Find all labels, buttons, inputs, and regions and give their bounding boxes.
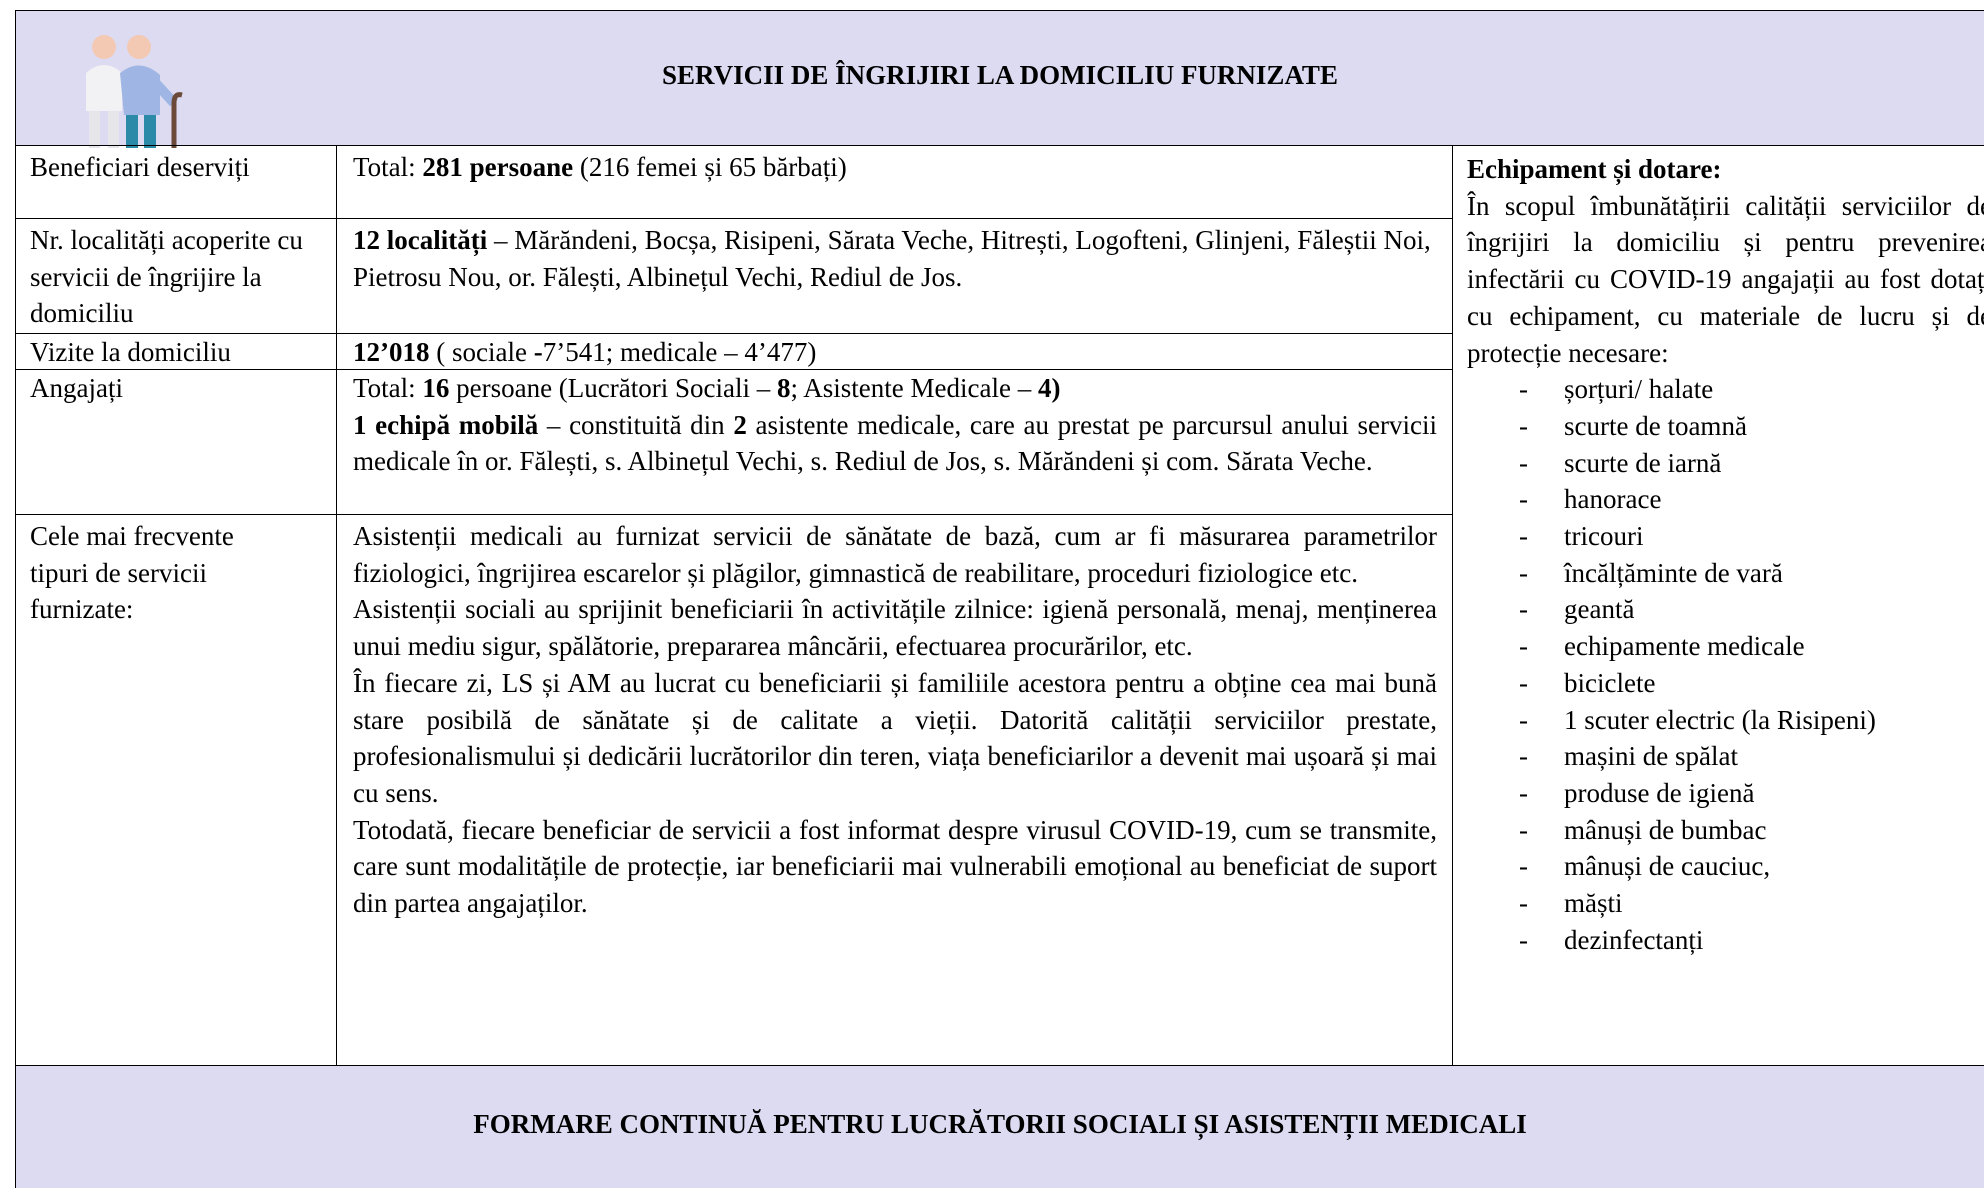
bullet: - [1519, 594, 1528, 625]
bullet: - [1519, 888, 1528, 919]
item-text: șorțuri/ halate [1564, 374, 1714, 405]
text-run: persoane (Lucrători Sociali – [449, 373, 777, 403]
bullet: - [1519, 777, 1528, 808]
paragraph: Asistenții medicali au furnizat servicii… [353, 521, 1437, 588]
bullet: - [1519, 410, 1528, 441]
bullet: - [1519, 484, 1528, 515]
equipment-list: - șorțuri/ halate - scurte de toamnă - scurte… [1467, 371, 1984, 958]
footer-band: FORMARE CONTINUĂ PENTRU LUCRĂTORII SOCIA… [15, 1065, 1984, 1188]
item-text: tricouri [1564, 521, 1644, 552]
text-run: asistente medicale, care au prestat pe p… [353, 409, 1438, 477]
row-content: 12 localități – Mărăndeni, Bocșa, Risipe… [336, 218, 1452, 333]
row-content: Total: 281 persoane (216 femei și 65 băr… [336, 145, 1452, 218]
list-item: - mânuși de cauciuc, [1467, 848, 1984, 885]
bullet: - [1519, 631, 1528, 662]
bullet: - [1519, 814, 1528, 845]
text-run: Total: [353, 373, 423, 403]
paragraph: Totodată, fiecare beneficiar de servicii… [353, 814, 1437, 919]
text-run: – constituită din [538, 409, 734, 440]
item-text: mașini de spălat [1564, 741, 1738, 772]
item-text: produse de igienă [1564, 777, 1755, 808]
row-label: Beneficiari deserviți [15, 145, 336, 218]
item-text: mânuși de bumbac [1564, 814, 1767, 845]
list-item: - încălțăminte de vară [1467, 555, 1984, 592]
item-text: încălțăminte de vară [1564, 557, 1783, 588]
list-item: - mașini de spălat [1467, 738, 1984, 775]
list-item: - echipamente medicale [1467, 628, 1984, 665]
care-icon [86, 35, 183, 148]
bullet: - [1519, 667, 1528, 698]
list-item: - 1 scuter electric (la Risipeni) [1467, 702, 1984, 739]
text-run: 16 [422, 373, 450, 403]
list-item: - geantă [1467, 591, 1984, 628]
text-run: 2 [733, 409, 747, 440]
row-content: 12’018 ( sociale -7’541; medicale – 4’47… [336, 333, 1452, 369]
item-text: echipamente medicale [1564, 631, 1805, 662]
item-text: geantă [1564, 594, 1635, 625]
text-run: 7’541; medicale – 4’477) [542, 337, 817, 367]
item-text: 1 scuter electric (la Risipeni) [1564, 704, 1876, 735]
item-text: hanorace [1564, 484, 1662, 515]
header-title: SERVICII DE ÎNGRIJIRI LA DOMICILIU FURNI… [662, 60, 1338, 90]
list-item: - mânuși de bumbac [1467, 812, 1984, 849]
text-run: 1 echipă mobilă [353, 409, 539, 440]
row-label: Cele mai frecvente tipuri de servicii fu… [15, 514, 336, 1065]
text-run: - [533, 337, 543, 367]
text-run: 12 localități [353, 225, 488, 255]
row-label: Nr. localități acoperite cu servicii de … [15, 218, 336, 333]
bullet: - [1519, 704, 1528, 735]
sidebar: Echipament și dotare: În scopul îmbunătă… [1452, 145, 1984, 1065]
list-item: - biciclete [1467, 665, 1984, 702]
bullet: - [1519, 521, 1528, 552]
list-item: - măști [1467, 885, 1984, 922]
item-text: dezinfectanți [1564, 924, 1704, 955]
bullet: - [1519, 741, 1528, 772]
paragraph: Asistenții sociali au sprijinit benefici… [353, 594, 1437, 662]
bullet: - [1519, 374, 1528, 405]
bullet: - [1519, 557, 1528, 588]
sidebar-title: Echipament și dotare: [1467, 154, 1722, 184]
row-label: Vizite la domiciliu [15, 333, 336, 369]
bullet: - [1519, 924, 1528, 955]
list-item: - șorțuri/ halate [1467, 371, 1984, 408]
header-band: SERVICII DE ÎNGRIJIRI LA DOMICILIU FURNI… [15, 10, 1984, 148]
text-run: 8 [777, 373, 791, 403]
list-item: - scurte de iarnă [1467, 445, 1984, 482]
list-item: - tricouri [1467, 518, 1984, 555]
item-text: măști [1564, 888, 1623, 919]
text-run: Total: [353, 152, 423, 182]
row-content: Total: 16 persoane (Lucrători Sociali – … [336, 369, 1452, 514]
bullet: - [1519, 851, 1528, 882]
list-item: - dezinfectanți [1467, 922, 1984, 959]
row-content: Asistenții medicali au furnizat servicii… [336, 514, 1452, 1065]
item-text: biciclete [1564, 667, 1656, 698]
footer-title: FORMARE CONTINUĂ PENTRU LUCRĂTORII SOCIA… [473, 1109, 1527, 1139]
item-text: scurte de toamnă [1564, 410, 1747, 441]
list-item: - scurte de toamnă [1467, 408, 1984, 445]
text-run: 12’018 [353, 337, 430, 367]
list-item: - hanorace [1467, 481, 1984, 518]
paragraph: În fiecare zi, LS și AM au lucrat cu ben… [353, 667, 1437, 808]
text-run: – Mărăndeni, Bocșa, Risipeni, Sărata Vec… [353, 225, 1431, 292]
item-text: scurte de iarnă [1564, 447, 1722, 478]
bullet: - [1519, 447, 1528, 478]
sidebar-text: În scopul îmbunătățirii calității servic… [1467, 190, 1984, 368]
text-run: (216 femei și 65 bărbați) [573, 152, 847, 182]
text-run: ( sociale [429, 337, 534, 367]
text-run: 281 persoane [422, 152, 574, 182]
text-run: 4) [1037, 373, 1061, 403]
text-run: ; Asistente Medicale – [790, 373, 1038, 403]
row-label: Angajați [15, 369, 336, 514]
list-item: - produse de igienă [1467, 775, 1984, 812]
item-text: mânuși de cauciuc, [1564, 851, 1771, 882]
